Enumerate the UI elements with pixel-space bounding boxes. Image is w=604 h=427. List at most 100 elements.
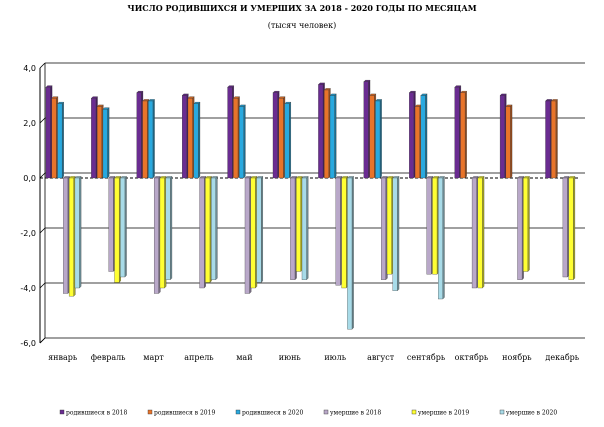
bar-11-0: [545, 100, 551, 179]
bar-0-2: [57, 103, 63, 179]
bar-10-4: [523, 177, 529, 272]
legend-label: умершие в 2019: [418, 410, 469, 417]
bar-side: [379, 99, 382, 179]
bar-side: [261, 176, 263, 283]
bar-side: [152, 99, 155, 179]
legend-swatch-3: [323, 409, 329, 415]
legend-swatch-5: [499, 409, 505, 415]
bar-3-5: [211, 177, 216, 280]
y-tick-label: -2,0: [20, 229, 36, 238]
bar-7-2: [375, 100, 381, 179]
chart-subtitle: (тысяч человек): [267, 21, 337, 30]
x-tick-label: февраль: [91, 353, 126, 362]
bar-0-3: [63, 177, 69, 294]
bar-side: [425, 93, 428, 179]
bar-2-4: [159, 177, 165, 289]
bar-8-2: [420, 95, 426, 179]
gridline-diag-0: [39, 62, 46, 69]
bar-2-1: [142, 100, 148, 179]
bar-3-4: [205, 177, 211, 283]
y-tick-label: -4,0: [20, 284, 36, 293]
legend-label: родившиеся в 2018: [66, 410, 127, 417]
bar-0-4: [68, 177, 74, 297]
bar-2-0: [136, 92, 142, 179]
bar-side: [170, 176, 173, 281]
bar-side: [482, 176, 485, 289]
bar-7-1: [369, 95, 375, 179]
bar-7-5: [392, 177, 398, 291]
bar-1-4: [114, 177, 120, 283]
bar-3-2: [193, 103, 199, 179]
bar-6-2: [329, 95, 335, 179]
legend-swatch-4: [411, 409, 417, 415]
bar-side: [306, 176, 309, 281]
bar-side: [198, 101, 201, 179]
bar-5-1: [278, 98, 284, 179]
bar-side: [61, 101, 64, 179]
bar-4-1: [233, 98, 239, 179]
bar-7-3: [381, 177, 386, 280]
x-tick-label: май: [236, 353, 252, 362]
gridline-diag-2: [39, 172, 46, 179]
bar-10-1: [505, 106, 511, 179]
bar-11-1: [551, 100, 557, 179]
bar-5-5: [301, 177, 307, 280]
legend-label: умершие в 2018: [330, 410, 381, 417]
bar-11-4: [568, 177, 574, 280]
bar-8-4: [432, 177, 438, 275]
x-tick-label: апрель: [184, 353, 214, 362]
bar-8-3: [426, 177, 432, 275]
bar-side: [573, 176, 576, 281]
bar-side: [510, 104, 513, 179]
legend-label: родившиеся в 2019: [154, 410, 215, 417]
bar-5-0: [272, 92, 278, 179]
bar-9-0: [454, 87, 460, 179]
y-tick-label: 0,0: [23, 174, 36, 183]
bar-side: [397, 176, 400, 292]
legend-swatch-0: [59, 409, 65, 415]
bar-0-1: [51, 98, 57, 179]
legend-swatch-2: [235, 409, 241, 415]
bar-1-0: [91, 98, 97, 179]
bar-2-5: [165, 177, 171, 280]
bar-10-3: [517, 177, 523, 280]
bar-1-2: [102, 109, 108, 179]
x-tick-label: июнь: [279, 353, 302, 362]
bar-5-2: [284, 103, 290, 179]
gridline-diag-3: [39, 227, 46, 234]
bar-8-1: [414, 106, 420, 179]
bar-4-0: [227, 87, 233, 179]
bar-3-1: [187, 98, 193, 179]
bar-side: [107, 107, 110, 179]
x-tick-label: январь: [48, 353, 78, 362]
bar-1-5: [120, 177, 126, 278]
bar-10-0: [499, 95, 505, 179]
x-tick-label: сентябрь: [407, 353, 446, 362]
bar-0-5: [74, 177, 80, 289]
bar-4-4: [250, 177, 256, 289]
bar-8-5: [438, 177, 443, 300]
bar-9-4: [477, 177, 483, 289]
bar-4-3: [244, 177, 250, 294]
bar-3-0: [182, 95, 187, 179]
legend-swatch-1: [147, 409, 153, 415]
bar-7-4: [386, 177, 392, 275]
x-tick-label: июль: [324, 353, 346, 362]
bar-6-0: [318, 84, 324, 179]
bar-1-3: [108, 177, 114, 272]
x-tick-label: декабрь: [545, 353, 579, 362]
bar-3-3: [199, 177, 205, 289]
bar-side: [289, 101, 291, 179]
bar-side: [442, 176, 445, 300]
bar-6-1: [324, 89, 329, 179]
chart-title: ЧИСЛО РОДИВШИХСЯ И УМЕРШИХ ЗА 2018 - 202…: [127, 3, 477, 13]
bar-side: [464, 90, 467, 179]
bar-2-2: [148, 100, 154, 179]
bar-6-5: [347, 177, 353, 330]
bar-11-3: [562, 177, 568, 278]
legend-label: родившиеся в 2020: [242, 410, 303, 417]
bar-side: [555, 99, 558, 179]
legend-label: умершие в 2020: [506, 410, 557, 417]
x-tick-label: ноябрь: [502, 353, 532, 362]
